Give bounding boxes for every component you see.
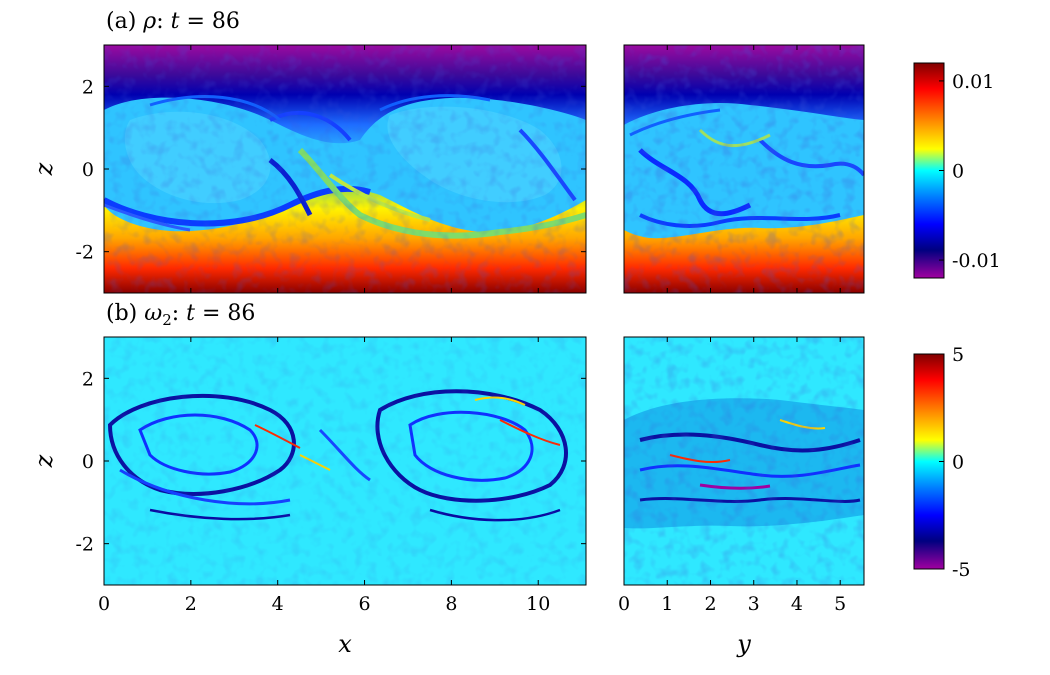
panel-a-right-plot bbox=[624, 45, 864, 293]
x-tick-label: 8 bbox=[445, 593, 457, 615]
x-tick-label: 0 bbox=[618, 593, 630, 615]
colorbar-tick-label: 5 bbox=[952, 344, 964, 366]
colorbar-ticks: 0.01 0 -0.01 5 0 -5 bbox=[939, 71, 1001, 581]
x-axis-label: x bbox=[338, 630, 352, 658]
y-tick-label: -2 bbox=[75, 242, 94, 264]
x-tick-label: 6 bbox=[358, 593, 370, 615]
panel-a-ylabel: z bbox=[30, 162, 58, 176]
colorbar-tick-label: 0.01 bbox=[952, 71, 994, 93]
y-tick-label: 0 bbox=[82, 159, 94, 181]
panel-b-ylabel: z bbox=[30, 454, 58, 468]
panel-a-title: (a) ρ: t = 86 bbox=[106, 9, 240, 34]
panel-b-right-frame bbox=[623, 336, 865, 586]
x-tick-label: 0 bbox=[98, 593, 110, 615]
colorbar-tick-label: 0 bbox=[952, 161, 964, 183]
panel-a-left-plot bbox=[104, 45, 586, 293]
y-tick-label: 2 bbox=[82, 76, 94, 98]
x-tick-label: 4 bbox=[791, 593, 803, 615]
y-tick-label: 0 bbox=[82, 451, 94, 473]
colorbar-tick-label: 0 bbox=[952, 452, 964, 474]
axis-ticks: 2 0 -2 0 2 4 6 8 10 2 0 -2 0 1 2 3 4 5 bbox=[75, 45, 846, 615]
x-tick-label: 3 bbox=[748, 593, 760, 615]
x-tick-label: 1 bbox=[661, 593, 673, 615]
colorbar-tick-label: -5 bbox=[952, 559, 971, 581]
x-tick-label: 4 bbox=[272, 593, 284, 615]
y-tick-label: 2 bbox=[82, 368, 94, 390]
y-axis-label: y bbox=[736, 630, 751, 658]
x-tick-label: 10 bbox=[526, 593, 550, 615]
panel-a-right-frame bbox=[623, 44, 865, 294]
x-tick-label: 2 bbox=[185, 593, 197, 615]
x-tick-label: 2 bbox=[704, 593, 716, 615]
y-tick-label: -2 bbox=[75, 534, 94, 556]
colorbar-tick-label: -0.01 bbox=[952, 250, 1001, 272]
x-tick-label: 5 bbox=[834, 593, 846, 615]
panel-b-title: (b) ω2: t = 86 bbox=[106, 301, 255, 329]
panel-b-right-plot bbox=[624, 337, 864, 585]
panel-b-left-plot bbox=[104, 337, 586, 585]
